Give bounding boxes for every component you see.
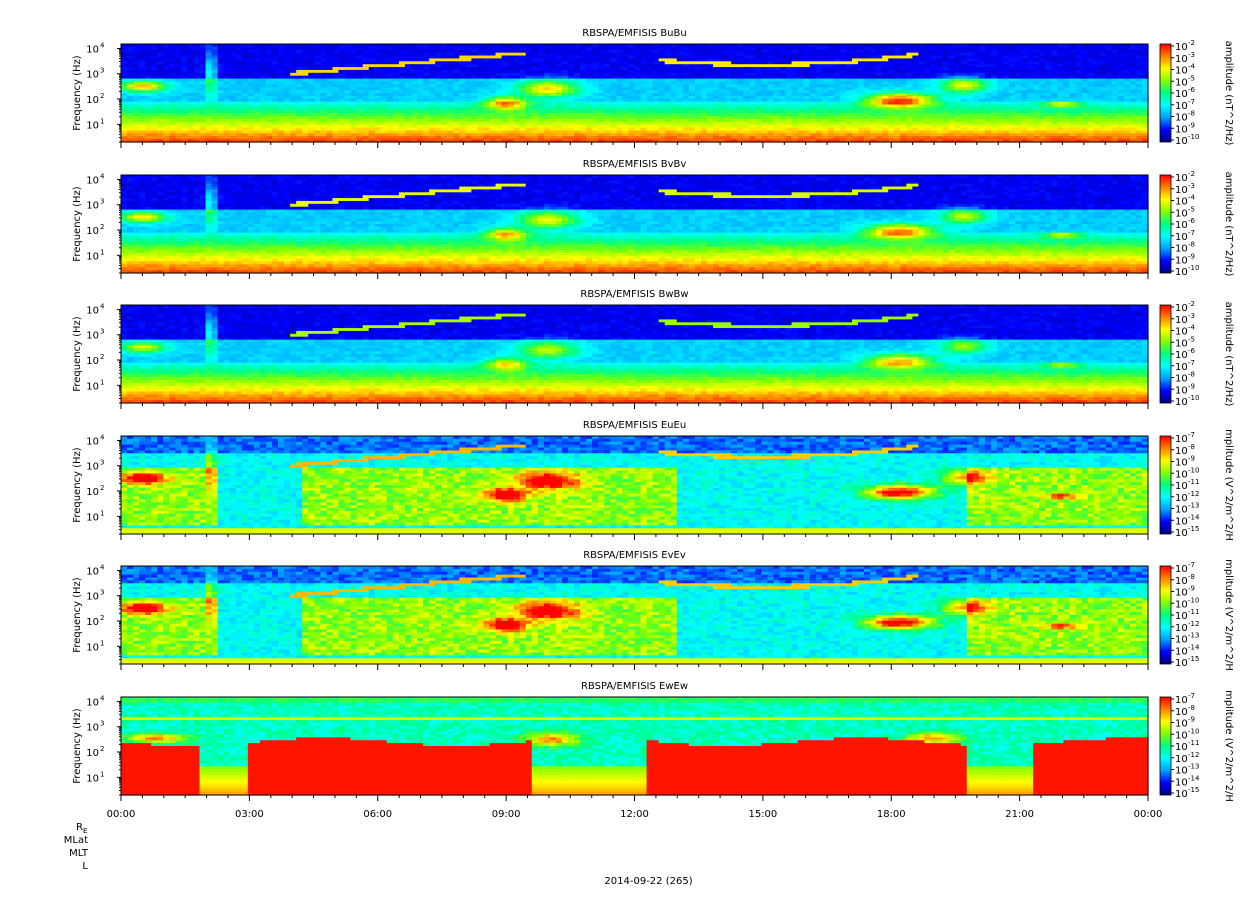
heatmap-cells — [121, 44, 1149, 143]
panel-title: RBSPA/EMFISIS BuBu — [582, 28, 686, 39]
